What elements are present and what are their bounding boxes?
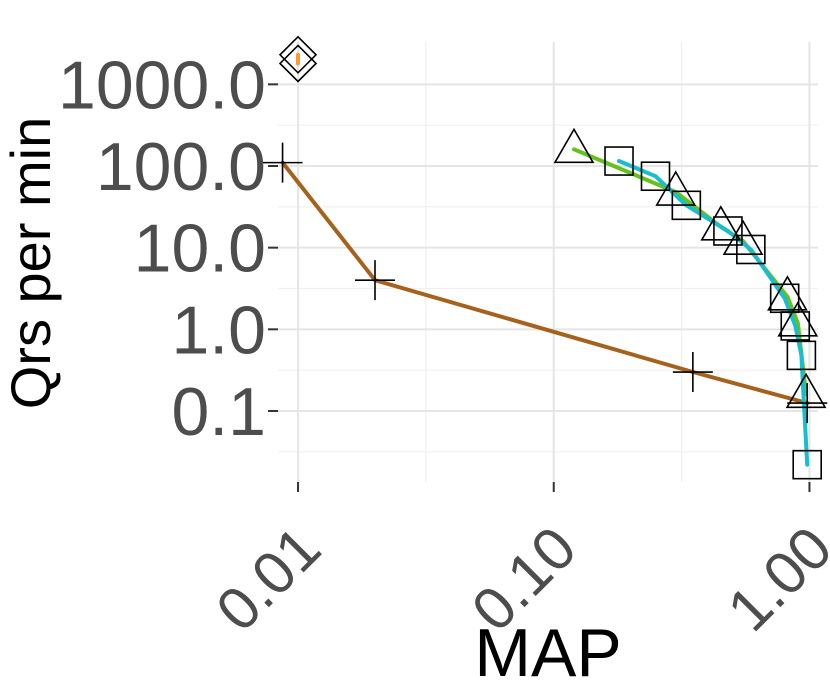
plus-marker bbox=[672, 352, 713, 393]
series-lines bbox=[280, 52, 810, 467]
x-tick-label: 1.00 bbox=[715, 514, 830, 644]
triangle-marker bbox=[785, 372, 827, 409]
triangle-marker bbox=[722, 219, 764, 255]
diamond-marker bbox=[278, 35, 318, 74]
diamond-marker bbox=[278, 44, 318, 83]
series-line bbox=[617, 159, 810, 467]
square-marker bbox=[736, 234, 766, 265]
square-marker bbox=[671, 190, 702, 221]
y-tick-label: 1.0 bbox=[171, 292, 266, 368]
triangle-marker bbox=[767, 275, 808, 311]
square-marker bbox=[786, 340, 817, 371]
tick-marks bbox=[268, 83, 811, 492]
y-tick-label: 0.1 bbox=[171, 374, 266, 450]
square-marker bbox=[640, 161, 671, 192]
triangle-marker bbox=[777, 301, 819, 337]
series-markers bbox=[262, 35, 828, 480]
triangle-marker bbox=[700, 205, 742, 241]
y-tick-label: 1000.0 bbox=[58, 47, 266, 123]
triangle-marker bbox=[655, 170, 697, 206]
plus-marker bbox=[355, 260, 396, 301]
series-line bbox=[280, 160, 810, 406]
y-axis-title: Qrs per min bbox=[0, 117, 62, 410]
y-tick-label: 10.0 bbox=[134, 211, 266, 287]
triangle-marker bbox=[553, 127, 595, 164]
x-axis-title: MAP bbox=[474, 615, 621, 691]
series-line bbox=[572, 147, 809, 397]
plus-marker bbox=[262, 142, 303, 183]
y-tick-label: 100.0 bbox=[96, 129, 266, 205]
square-marker bbox=[713, 216, 743, 246]
square-marker bbox=[792, 449, 823, 480]
square-marker bbox=[780, 311, 811, 341]
square-marker bbox=[604, 146, 634, 176]
x-tick-label: 0.01 bbox=[203, 514, 333, 644]
plus-marker bbox=[787, 383, 828, 424]
